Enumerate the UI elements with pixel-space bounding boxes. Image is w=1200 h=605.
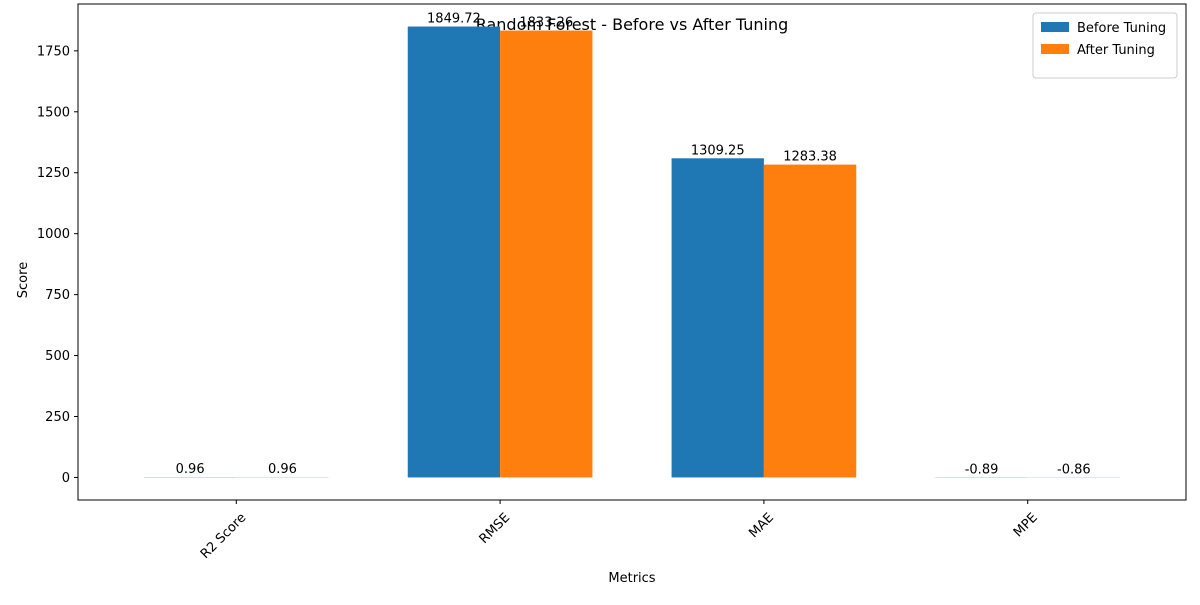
legend-entry-label: After Tuning — [1077, 43, 1155, 58]
data-label: 1309.25 — [691, 143, 745, 158]
legend-entry-label: Before Tuning — [1077, 21, 1166, 36]
data-label: 1833.26 — [519, 16, 573, 31]
y-tick-label: 250 — [45, 410, 70, 425]
y-tick-label: 1000 — [37, 227, 70, 242]
x-tick-label: RMSE — [477, 510, 514, 547]
x-tick-label: MPE — [1011, 510, 1041, 540]
bar-after-mae — [764, 165, 856, 478]
bar-after-rmse — [500, 31, 592, 478]
x-axis-label: Metrics — [608, 571, 655, 586]
y-tick-label: 750 — [45, 288, 70, 303]
data-label: 0.96 — [268, 462, 297, 477]
x-tick-label: MAE — [746, 510, 777, 541]
data-label: -0.89 — [965, 462, 999, 477]
x-tick-label: R2 Score — [198, 510, 250, 562]
data-label: 0.96 — [176, 462, 205, 477]
y-axis-label: Score — [16, 262, 31, 298]
y-tick-label: 1750 — [37, 44, 70, 59]
legend: Before Tuning After Tuning — [1033, 13, 1177, 78]
data-label: 1283.38 — [783, 150, 837, 165]
data-label: 1849.72 — [427, 12, 481, 27]
data-label: -0.86 — [1057, 462, 1091, 477]
legend-swatch — [1041, 22, 1069, 32]
plot-area: 0.96 1849.72 1309.25 -0.89 0.96 1833.26 1283.3… — [37, 4, 1186, 562]
bar-before-rmse — [408, 27, 500, 478]
axes-frame — [78, 4, 1186, 500]
legend-swatch — [1041, 44, 1069, 54]
y-tick-label: 500 — [45, 349, 70, 364]
y-tick-label: 1250 — [37, 166, 70, 181]
bar-before-mae — [672, 158, 764, 477]
y-tick-label: 0 — [62, 471, 70, 486]
y-tick-label: 1500 — [37, 105, 70, 120]
